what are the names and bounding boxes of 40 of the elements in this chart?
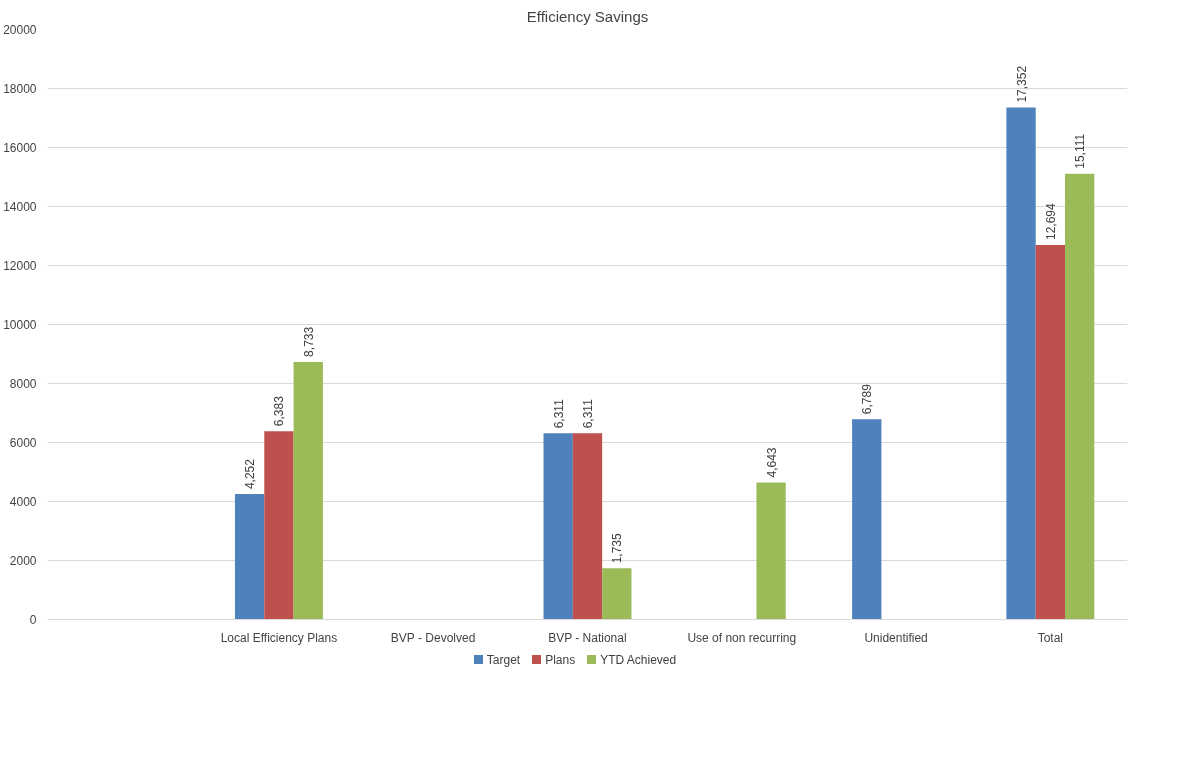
- data-label: 1,735: [610, 532, 625, 564]
- bar: [264, 431, 294, 620]
- y-tick-label: 10000: [3, 318, 37, 332]
- data-label: 6,311: [581, 398, 595, 429]
- x-tick-label: Use of non recurring: [687, 630, 797, 645]
- y-tick-label: 18000: [3, 82, 37, 96]
- data-label: 6,311: [551, 398, 566, 429]
- bar: [1035, 245, 1066, 620]
- bar: [602, 568, 632, 620]
- data-label: 17,352: [1014, 65, 1029, 103]
- x-tick-label: Total: [1037, 630, 1064, 645]
- data-label: 4,643: [764, 447, 779, 478]
- bar: [852, 419, 882, 620]
- bar: [1065, 173, 1095, 620]
- bar: [543, 433, 573, 620]
- y-tick-label: 16000: [3, 141, 37, 155]
- y-tick-label: 4000: [9, 495, 37, 509]
- x-tick-label: BVP - Devolved: [390, 630, 476, 645]
- data-label: 8,733: [301, 326, 316, 357]
- y-tick-label: 2000: [9, 554, 37, 568]
- data-label: 6,789: [860, 383, 875, 415]
- y-tick-label: 20000: [3, 23, 37, 37]
- bar: [293, 361, 323, 620]
- data-label: 12,694: [1043, 203, 1058, 241]
- y-tick-label: 14000: [3, 200, 37, 214]
- y-tick-label: 0: [29, 613, 37, 627]
- y-tick-label: 12000: [3, 259, 37, 273]
- x-tick-label: BVP - National: [548, 630, 627, 645]
- x-tick-label: Unidentified: [864, 630, 928, 645]
- bar: [234, 494, 265, 620]
- y-tick-label: 6000: [9, 436, 37, 450]
- data-label: 15,111: [1073, 133, 1088, 169]
- chart-title: Efficiency Savings: [526, 7, 649, 25]
- data-label: 6,383: [272, 395, 287, 427]
- y-tick-label: 8000: [9, 377, 37, 391]
- data-label: 4,252: [243, 458, 258, 490]
- bar: [756, 482, 786, 620]
- bar: [1006, 107, 1036, 620]
- x-tick-label: Local Efficiency Plans: [220, 630, 338, 645]
- bar: [572, 433, 603, 620]
